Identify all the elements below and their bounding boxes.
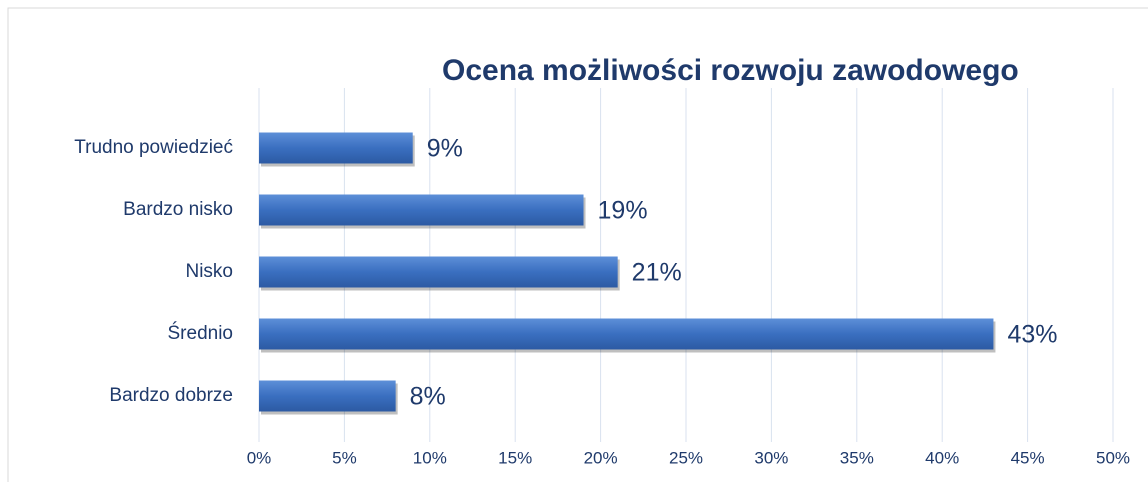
x-tick-label: 40% [925,448,959,467]
x-tick-label: 20% [584,448,618,467]
x-tick-label: 45% [1011,448,1045,467]
y-tick-label: Średnio [168,322,234,344]
y-tick-label: Bardzo nisko [123,199,233,220]
y-tick-label: Bardzo dobrze [109,385,233,406]
bar [259,132,413,164]
data-label: 21% [632,259,682,287]
x-tick-label: 10% [413,448,447,467]
y-tick-label: Trudno powiedzieć [74,137,233,158]
bar [259,256,618,288]
data-label: 43% [1007,321,1057,349]
x-tick-label: 5% [332,448,357,467]
x-tick-label: 30% [754,448,788,467]
bar [259,318,994,350]
bar [259,380,396,412]
x-tick-label: 25% [669,448,703,467]
x-tick-label: 15% [498,448,532,467]
x-tick-label: 0% [247,448,272,467]
data-label: 8% [410,383,446,411]
data-label: 9% [427,135,463,163]
y-tick-label: Nisko [185,261,233,282]
x-tick-label: 50% [1096,448,1130,467]
chart-frame [7,7,1148,482]
bar [259,194,584,226]
x-tick-label: 35% [840,448,874,467]
chart-title: Ocena możliwości rozwoju zawodowego [442,54,1019,87]
data-label: 19% [598,197,648,225]
